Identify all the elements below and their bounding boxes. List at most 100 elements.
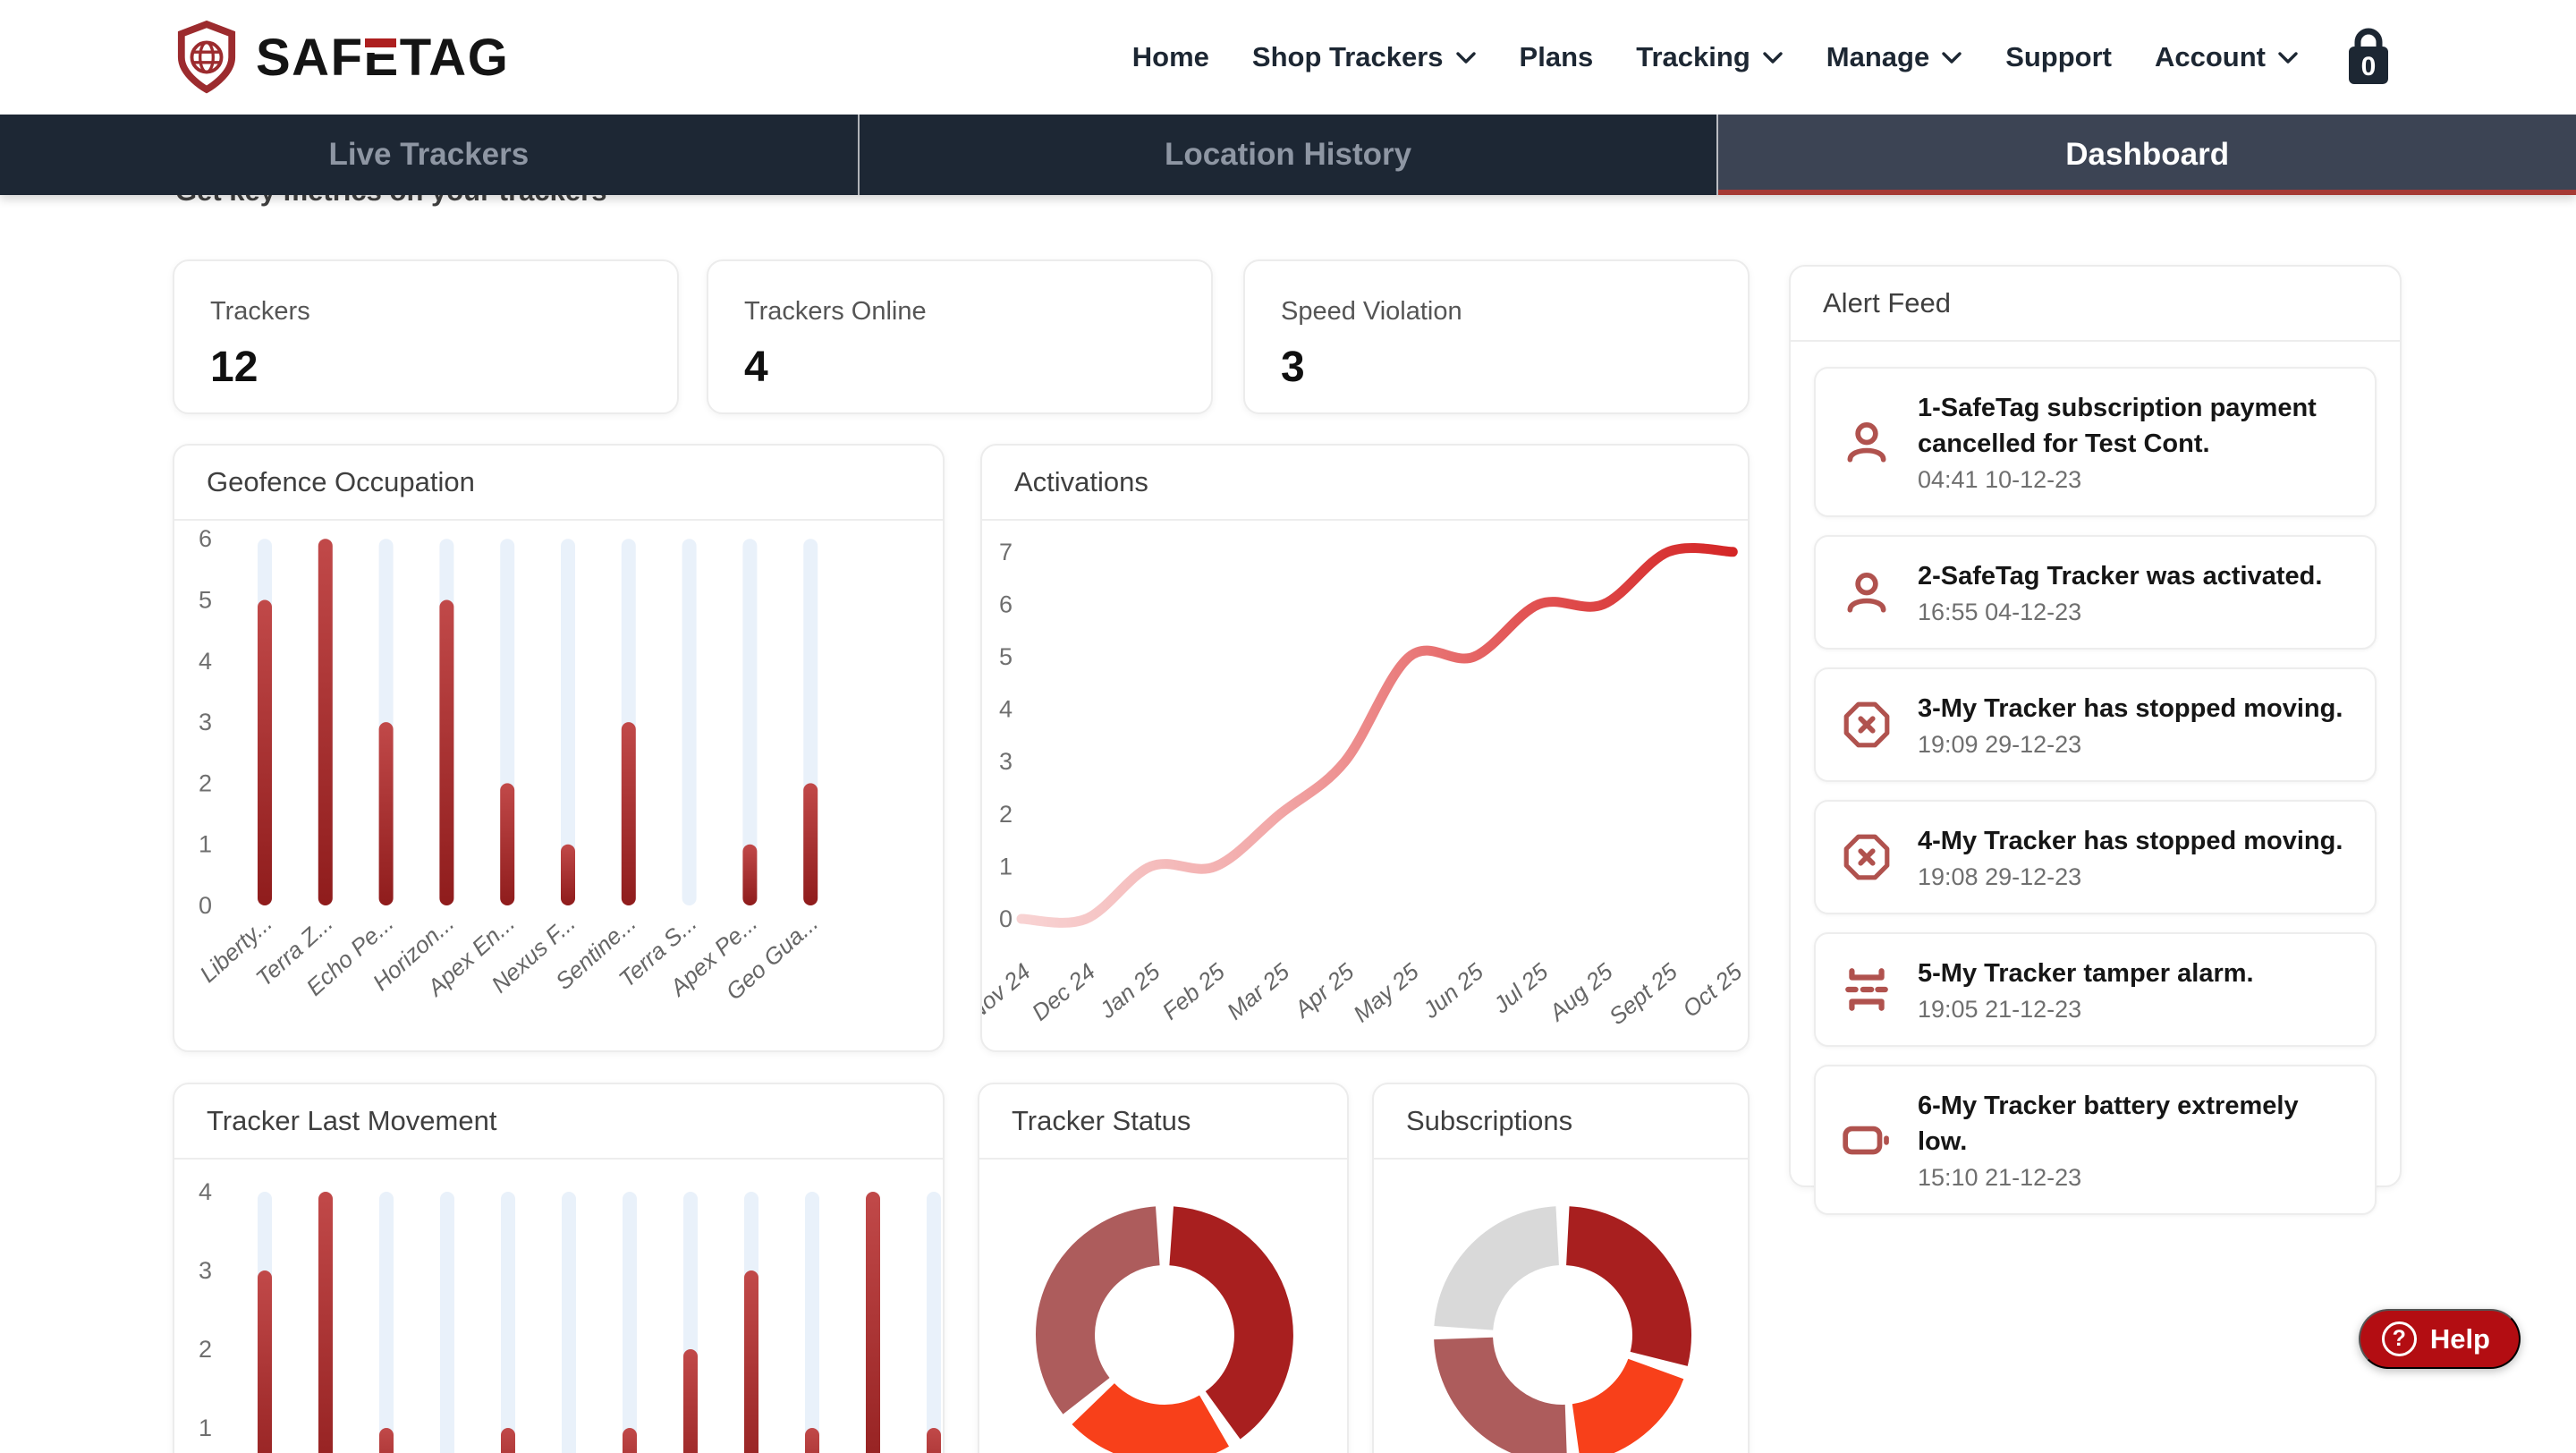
svg-text:Nov 24: Nov 24 [982,958,1036,1026]
subscriptions-donut-chart [1434,1206,1691,1453]
chevron-down-icon [1455,51,1476,64]
nav-item-label: Account [2155,41,2266,72]
stat-value: 12 [210,344,258,391]
stat-label: Speed Violation [1281,297,1462,326]
alert-title: 5-My Tracker tamper alarm. [1918,959,2254,989]
svg-text:7: 7 [999,539,1013,565]
nav-item-tracking[interactable]: Tracking [1636,41,1784,73]
svg-text:3: 3 [999,748,1013,775]
svg-text:Jul 25: Jul 25 [1487,957,1554,1019]
alert-title: 2-SafeTag Tracker was activated. [1918,562,2323,591]
svg-text:3: 3 [199,1257,212,1284]
stat-card-trackers: Trackers 12 [173,259,679,414]
chevron-down-icon [1942,51,1962,64]
nav-item-label: Manage [1826,41,1930,72]
alert-title: 3-My Tracker has stopped moving. [1918,694,2343,724]
alert-item[interactable]: 2-SafeTag Tracker was activated. 16:55 04… [1814,535,2377,650]
nav-item-label: Plans [1519,41,1594,72]
card-title: Geofence Occupation [174,446,943,521]
cart-button[interactable]: 0 [2340,25,2397,89]
svg-text:5: 5 [199,587,212,614]
alert-timestamp: 15:10 21-12-23 [1918,1164,2082,1192]
svg-text:3: 3 [199,709,212,735]
alert-item[interactable]: 6-My Tracker battery extremely low. 15:10… [1814,1065,2377,1216]
svg-text:4: 4 [199,648,212,675]
nav-item-shop-trackers[interactable]: Shop Trackers [1252,41,1477,73]
stat-value: 4 [744,344,768,391]
svg-text:Dec 24: Dec 24 [1027,958,1100,1026]
alert-feed-title: Alert Feed [1791,267,2400,342]
tracker-status-card: Tracker Status [978,1083,1349,1453]
tab-live-trackers[interactable]: Live Trackers [0,115,858,195]
alert-timestamp: 19:09 29-12-23 [1918,731,2082,759]
chevron-down-icon [2278,51,2298,64]
card-title: Tracker Last Movement [174,1084,943,1160]
svg-text:Jun 25: Jun 25 [1417,957,1488,1024]
svg-text:Feb 25: Feb 25 [1157,957,1230,1024]
svg-text:4: 4 [999,696,1013,723]
card-title: Activations [982,446,1748,521]
tab-location-history[interactable]: Location History [857,115,1717,195]
alert-list: 1-SafeTag subscription payment cancelled… [1791,342,2400,1242]
shopping-bag-icon: 0 [2349,28,2388,84]
stat-card-speed-violation: Speed Violation 3 [1243,259,1750,414]
stat-label: Trackers [210,297,310,326]
card-title: Tracker Status [979,1084,1347,1160]
geofence-occupation-card: Geofence Occupation 0 1 2 3 4 5 6 Liberty... Ter… [173,444,945,1052]
stat-card-trackers-online: Trackers Online 4 [707,259,1213,414]
tracker-status-donut-chart [1036,1206,1293,1453]
svg-text:May 25: May 25 [1348,957,1424,1027]
svg-text:0: 0 [999,905,1013,932]
octagon-x-icon [1841,831,1893,883]
svg-text:4: 4 [199,1178,212,1205]
shield-globe-icon [177,21,236,94]
subscriptions-card: Subscriptions [1372,1083,1750,1453]
alert-item[interactable]: 1-SafeTag subscription payment cancelled… [1814,367,2377,518]
nav-item-label: Tracking [1636,41,1750,72]
nav-item-account[interactable]: Account [2155,41,2299,73]
svg-text:Sept 25: Sept 25 [1604,957,1682,1030]
battery-low-icon [1841,1114,1893,1166]
view-tabbar: Live Trackers Location History Dashboard [0,115,2576,195]
brand-wordmark: SAF E TAG [256,28,510,87]
main-nav: Home Shop Trackers Plans Tracking Manage Supp… [1132,41,2299,73]
tab-dashboard[interactable]: Dashboard [1716,115,2576,195]
person-icon [1841,566,1893,618]
alert-timestamp: 04:41 10-12-23 [1918,466,2082,494]
svg-text:1: 1 [199,1415,212,1441]
svg-text:6: 6 [999,591,1013,617]
nav-item-support[interactable]: Support [2005,41,2112,73]
alert-title: 1-SafeTag subscription payment cancelled… [1918,394,2317,459]
chevron-down-icon [1763,51,1783,64]
svg-text:2: 2 [199,769,212,796]
nav-item-label: Home [1131,41,1209,72]
alert-timestamp: 19:05 21-12-23 [1918,996,2082,1024]
alert-item[interactable]: 3-My Tracker has stopped moving. 19:09 29… [1814,667,2377,783]
alert-item[interactable]: 5-My Tracker tamper alarm. 19:05 21-12-23 [1814,932,2377,1048]
svg-text:Oct 25: Oct 25 [1677,957,1747,1023]
svg-text:2: 2 [999,801,1013,828]
alert-feed-card: Alert Feed 1-SafeTag subscription paymen… [1789,265,2402,1216]
alert-title: 6-My Tracker battery extremely low. [1918,1092,2299,1157]
svg-text:Aug 25: Aug 25 [1543,957,1618,1027]
stat-value: 3 [1281,344,1305,391]
svg-text:6: 6 [199,525,212,552]
svg-text:Mar 25: Mar 25 [1222,957,1295,1024]
nav-item-plans[interactable]: Plans [1520,41,1594,73]
brand-logo[interactable]: SAF E TAG [175,21,509,94]
cart-count: 0 [2361,52,2377,81]
alert-timestamp: 16:55 04-12-23 [1918,599,2082,626]
help-button[interactable]: ? Help [2358,1309,2521,1369]
activations-card: Activations 0 1 2 3 4 5 6 7 Nov 24 Dec 24 Jan 25 Fe… [980,444,1750,1052]
nav-item-home[interactable]: Home [1132,41,1209,73]
nav-item-label: Shop Trackers [1251,41,1444,72]
alert-item[interactable]: 4-My Tracker has stopped moving. 19:08 29… [1814,800,2377,915]
alert-title: 4-My Tracker has stopped moving. [1918,827,2343,856]
svg-text:1: 1 [199,831,212,858]
alert-timestamp: 19:08 29-12-23 [1918,863,2082,891]
nav-item-manage[interactable]: Manage [1826,41,1962,73]
